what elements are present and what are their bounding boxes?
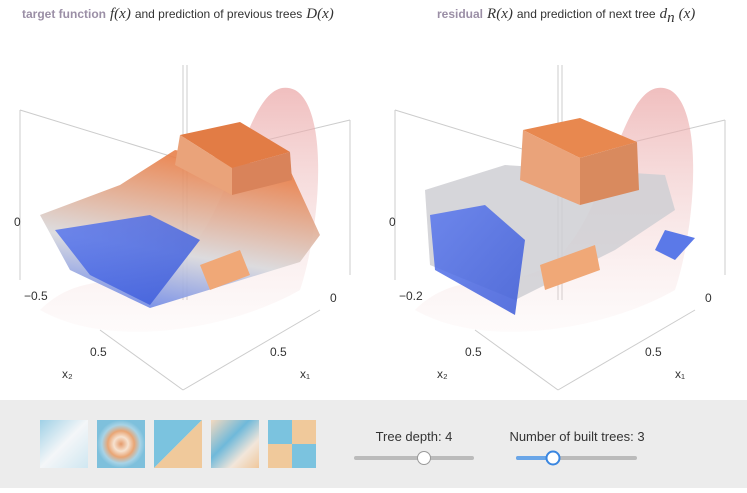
title-part: residual <box>437 7 483 21</box>
title-part: f(x) <box>110 6 131 22</box>
thumbnail[interactable] <box>40 420 88 468</box>
app: Tree depth: 4 Number of built trees: 3 t… <box>0 0 747 488</box>
thumbnail[interactable] <box>154 420 202 468</box>
thumbnail[interactable] <box>268 420 316 468</box>
axis-label: 0.5 <box>465 345 482 359</box>
axis-line <box>475 330 558 390</box>
title-part: (x) <box>679 6 696 22</box>
title-part: and prediction of next tree <box>517 7 656 21</box>
axis-label: 0 <box>330 291 337 305</box>
axis-line <box>20 110 183 160</box>
slider-label: Tree depth: 4 <box>376 429 453 444</box>
axis-label: 0 <box>389 215 396 229</box>
thumbnail[interactable] <box>211 420 259 468</box>
slider-thumb[interactable] <box>547 452 560 465</box>
thumbnail[interactable] <box>97 420 145 468</box>
axis-label: x₁ <box>675 367 685 381</box>
title-part: target function <box>22 7 106 21</box>
slider-track[interactable] <box>354 456 474 460</box>
slider-thumb[interactable] <box>418 452 431 465</box>
plot-panel: target function f(x) and prediction of pre… <box>14 6 350 390</box>
title-part: n <box>667 10 675 26</box>
axis-label: 0 <box>14 215 21 229</box>
panel-title: target function f(x) and prediction of pre… <box>22 6 334 22</box>
thumbnails <box>40 420 316 468</box>
axis-label: x₂ <box>62 367 73 381</box>
title-part: R(x) <box>486 6 513 22</box>
axis-label: −0.5 <box>24 289 48 303</box>
axis-label: −0.2 <box>399 289 423 303</box>
axis-label: 0.5 <box>270 345 287 359</box>
axis-label: 0.5 <box>645 345 662 359</box>
axis-label: 0.5 <box>90 345 107 359</box>
title-part: and prediction of previous trees <box>135 7 302 21</box>
axis-label: 0 <box>705 291 712 305</box>
axis-label: x₂ <box>437 367 448 381</box>
axis-label: x₁ <box>300 367 310 381</box>
slider-label: Number of built trees: 3 <box>509 429 644 444</box>
title-part: D(x) <box>305 6 333 22</box>
axis-line <box>100 330 183 390</box>
